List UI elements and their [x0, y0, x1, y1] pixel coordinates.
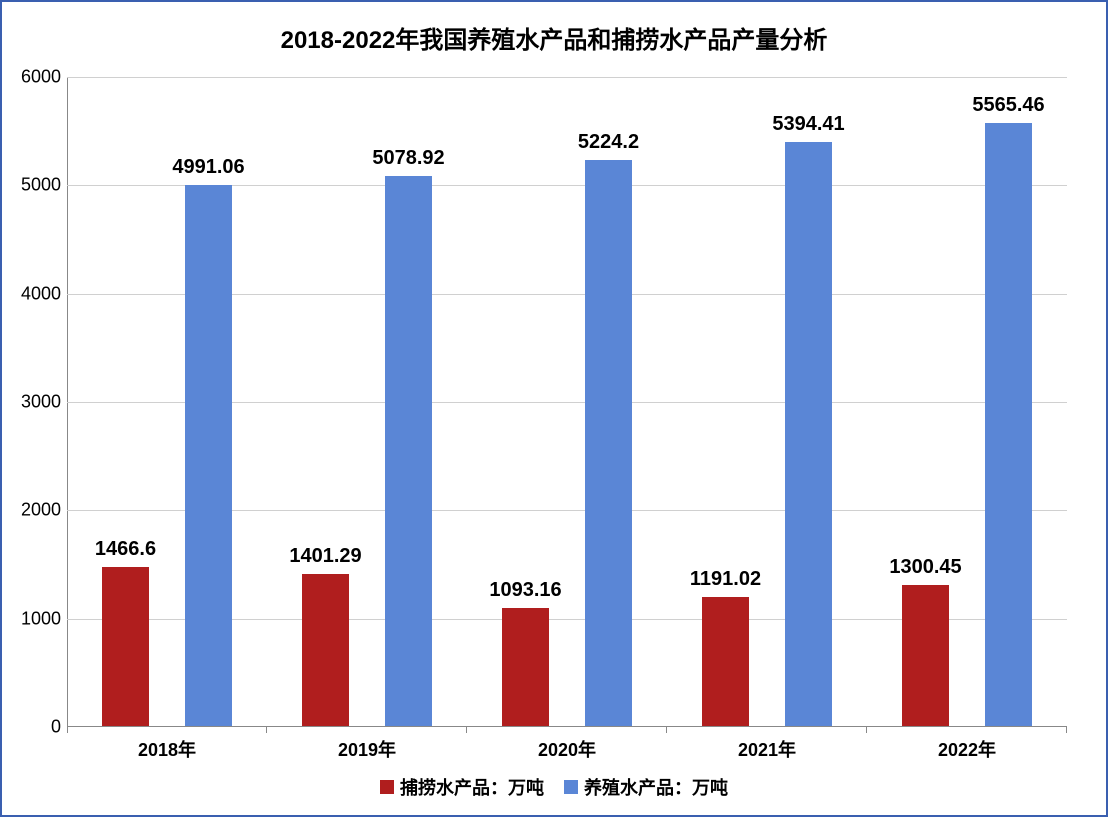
chart-title: 2018-2022年我国养殖水产品和捕捞水产品产量分析 [2, 2, 1106, 55]
bar: 1300.45 [902, 585, 949, 726]
bar-value-label: 1401.29 [289, 545, 361, 568]
xtick-label: 2021年 [738, 736, 796, 762]
legend-swatch [380, 780, 394, 794]
legend-swatch [564, 780, 578, 794]
bar-group: 2018年1466.64991.06 [67, 77, 267, 727]
bar: 1466.6 [102, 567, 149, 726]
bar-value-label: 1300.45 [889, 556, 961, 579]
bar-value-label: 1466.6 [95, 538, 156, 561]
xtick-label: 2022年 [938, 736, 996, 762]
ytick-label: 1000 [21, 608, 61, 629]
bar-group: 2019年1401.295078.92 [267, 77, 467, 727]
bar-value-label: 5078.92 [372, 147, 444, 170]
xtick-mark [1066, 727, 1067, 733]
bar-value-label: 5394.41 [772, 113, 844, 136]
bar: 5565.46 [985, 123, 1032, 726]
bar-value-label: 1191.02 [690, 568, 761, 591]
xtick-mark [266, 727, 267, 733]
legend-item: 捕捞水产品：万吨 [380, 774, 544, 800]
bar: 4991.06 [185, 185, 232, 726]
ytick-label: 6000 [21, 67, 61, 88]
legend: 捕捞水产品：万吨 养殖水产品：万吨 [2, 774, 1106, 800]
ytick-label: 4000 [21, 283, 61, 304]
bar: 5394.41 [785, 142, 832, 726]
plot-area: 01000200030004000500060002018年1466.64991… [67, 77, 1067, 727]
xtick-mark [67, 727, 68, 733]
bar: 1093.16 [502, 608, 549, 726]
bar-group: 2021年1191.025394.41 [667, 77, 867, 727]
ytick-label: 0 [51, 717, 61, 738]
xtick-label: 2020年 [538, 736, 596, 762]
xtick-mark [866, 727, 867, 733]
xtick-mark [466, 727, 467, 733]
chart-container: 2018-2022年我国养殖水产品和捕捞水产品产量分析 010002000300… [0, 0, 1108, 817]
bar: 1401.29 [302, 574, 349, 726]
ytick-label: 2000 [21, 500, 61, 521]
bar-value-label: 5565.46 [972, 94, 1044, 117]
ytick-label: 3000 [21, 392, 61, 413]
bar-value-label: 1093.16 [489, 579, 561, 602]
bar-group: 2022年1300.455565.46 [867, 77, 1067, 727]
ytick-label: 5000 [21, 175, 61, 196]
xtick-label: 2018年 [138, 736, 196, 762]
bar-value-label: 5224.2 [578, 131, 639, 154]
bar-group: 2020年1093.165224.2 [467, 77, 667, 727]
legend-label: 捕捞水产品：万吨 [400, 774, 544, 800]
legend-label: 养殖水产品：万吨 [584, 774, 728, 800]
bar-value-label: 4991.06 [172, 156, 244, 179]
legend-item: 养殖水产品：万吨 [564, 774, 728, 800]
xtick-label: 2019年 [338, 736, 396, 762]
bar: 5224.2 [585, 160, 632, 726]
xtick-mark [666, 727, 667, 733]
bar: 1191.02 [702, 597, 749, 726]
bar: 5078.92 [385, 176, 432, 726]
